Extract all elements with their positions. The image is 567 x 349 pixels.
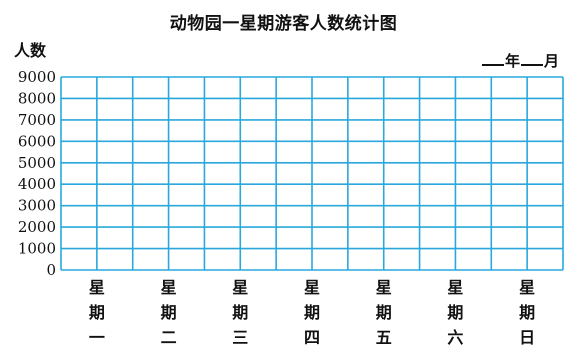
y-tick-label: 7000 — [18, 111, 56, 129]
y-axis-label: 人数 — [14, 41, 47, 60]
y-tick-label: 5000 — [18, 154, 56, 172]
y-tick-label: 2000 — [18, 218, 56, 236]
y-tick-label: 1000 — [18, 240, 56, 258]
year-blank — [481, 50, 504, 66]
x-tick-label: 星期六 — [447, 278, 463, 347]
x-tick-label: 星期五 — [376, 278, 392, 347]
y-tick-label: 9000 — [18, 68, 56, 86]
x-tick-label: 星期三 — [232, 278, 248, 347]
x-tick-label: 星期日 — [519, 278, 535, 347]
month-label: 月 — [543, 52, 559, 70]
x-tick-label: 星期四 — [304, 278, 320, 347]
chart-title: 动物园一星期游客人数统计图 — [169, 14, 398, 34]
month-blank — [520, 50, 543, 66]
y-tick-label: 6000 — [18, 132, 56, 150]
x-tick-label: 星期二 — [161, 278, 177, 347]
y-tick-label: 4000 — [18, 175, 56, 193]
x-tick-label: 星期一 — [89, 278, 105, 347]
year-label: 年 — [504, 52, 520, 70]
date-label: 年月 — [481, 50, 559, 71]
y-tick-label: 3000 — [18, 197, 56, 215]
y-tick-label: 8000 — [18, 89, 56, 107]
y-tick-label: 0 — [46, 261, 56, 279]
